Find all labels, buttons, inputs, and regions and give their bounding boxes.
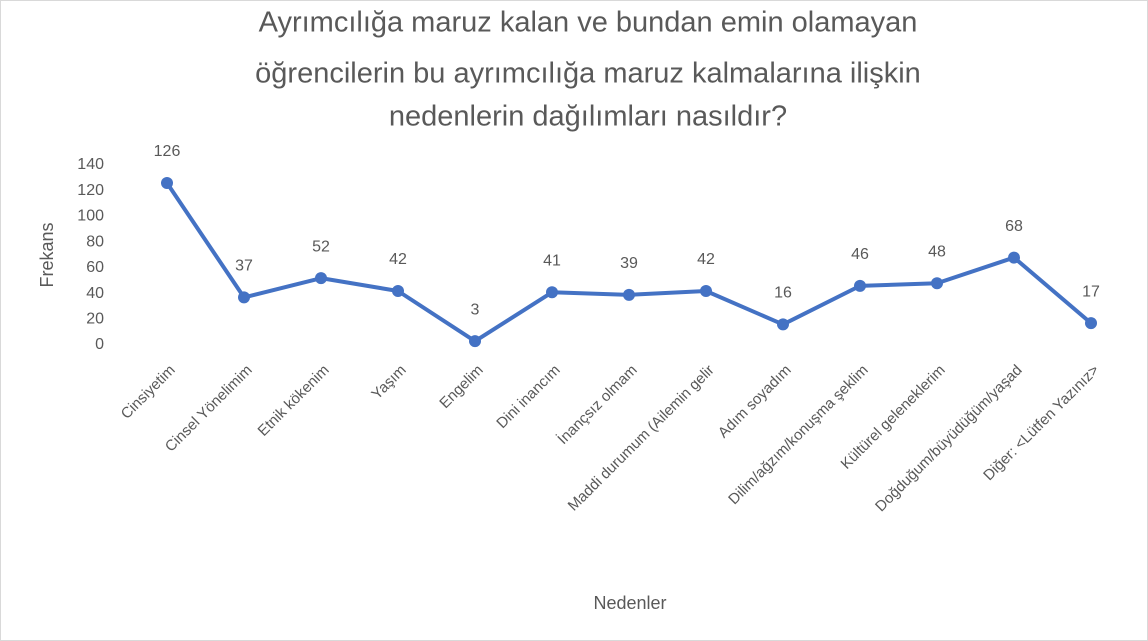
y-tick-label: 20	[86, 311, 104, 328]
data-label: 52	[312, 238, 330, 255]
y-tick-label: 80	[86, 233, 104, 250]
chart-title: öğrencilerin bu ayrımcılığa maruz kalmal…	[255, 58, 921, 90]
y-tick-label: 120	[77, 182, 104, 199]
data-label: 39	[620, 255, 638, 272]
data-label: 17	[1082, 283, 1100, 300]
data-label: 37	[235, 258, 253, 275]
data-label: 42	[697, 251, 715, 268]
marker	[623, 288, 635, 301]
marker	[854, 279, 866, 292]
y-tick-label: 0	[95, 336, 104, 353]
marker	[161, 177, 173, 189]
data-label: 46	[851, 246, 869, 263]
marker	[469, 335, 481, 348]
marker	[700, 285, 712, 297]
data-label: 42	[389, 251, 407, 268]
chart-title: Ayrımcılığa maruz kalan ve bundan emin o…	[259, 7, 918, 39]
data-label: 16	[774, 285, 792, 302]
y-axis-title: Frekans	[37, 222, 57, 287]
marker	[1008, 251, 1020, 264]
marker	[238, 291, 250, 304]
y-tick-label: 100	[77, 208, 104, 225]
marker	[931, 277, 943, 290]
marker	[315, 272, 327, 285]
data-label: 126	[154, 143, 181, 160]
x-axis-title: Nedenler	[593, 593, 666, 613]
marker	[1085, 317, 1097, 330]
data-label: 68	[1005, 218, 1023, 235]
marker	[777, 318, 789, 331]
y-tick-label: 40	[86, 285, 104, 302]
y-tick-label: 60	[86, 259, 104, 276]
y-tick-label: 140	[77, 156, 104, 173]
marker	[392, 285, 404, 297]
data-label: 48	[928, 244, 946, 261]
data-label: 3	[471, 301, 480, 318]
marker	[546, 286, 558, 299]
chart-title: nedenlerin dağılımları nasıldır?	[389, 101, 787, 133]
data-label: 41	[543, 253, 561, 270]
